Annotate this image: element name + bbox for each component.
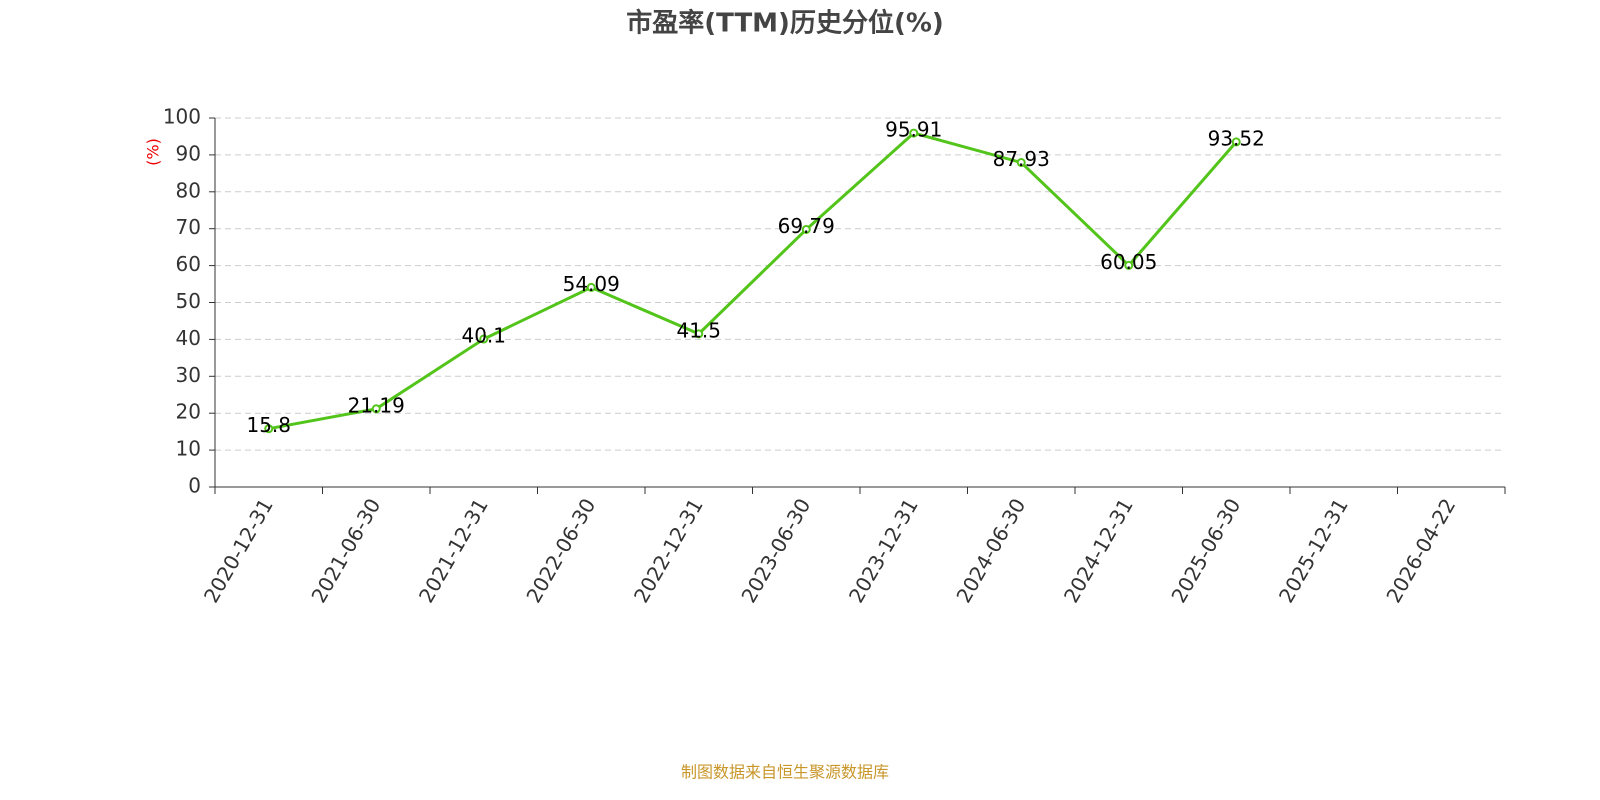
point [479,334,489,344]
x-tick-label: 2020-12-31 [199,494,278,607]
y-tick-label: 50 [176,289,201,313]
x-tick-label: 2024-12-31 [1059,494,1138,607]
footer: 制图数据来自恒生聚源数据库 [681,763,889,782]
value-label: 40.1 [461,324,506,348]
y-tick-label: 90 [176,141,201,165]
y-tick-label: 100 [163,105,201,129]
x-tick-label: 2026-04-22 [1381,494,1460,607]
value-label: 95.91 [885,118,942,142]
y-tick-label: 80 [176,178,201,202]
y-tick-label: 70 [176,215,201,239]
y-tick-label: 30 [176,363,201,387]
line [268,131,1238,431]
point [694,329,704,339]
point [264,424,274,434]
y-tick-label: 0 [188,474,201,498]
point [586,282,596,292]
x-tick-label: 2025-12-31 [1274,494,1353,607]
y-tick-label: 10 [176,437,201,461]
point [1231,137,1241,147]
x-tick-label: 2023-06-30 [736,494,815,607]
x-tick-label: 2024-06-30 [951,494,1030,607]
value-label: 69.79 [778,214,835,238]
x-tick-label: 2023-12-31 [844,494,923,607]
x-tick-label: 2022-06-30 [521,494,600,607]
x-tick-label: 2022-12-31 [629,494,708,607]
x-tick-label: 2021-06-30 [306,494,385,607]
x-tick-label: 2025-06-30 [1166,494,1245,607]
value-label: 15.8 [246,413,291,437]
point [1124,260,1134,270]
value-label: 41.5 [676,318,721,342]
value-label: 60.05 [1100,250,1157,274]
y-tick-label: 20 [176,400,201,424]
chart-title: 市盈率(TTM)历史分位(%) [626,8,944,39]
value-label: 54.09 [563,272,620,296]
x-tick-label: 2021-12-31 [414,494,493,607]
value-label: 87.93 [993,147,1050,171]
value-label: 93.52 [1208,126,1265,150]
point [371,404,381,414]
point [909,128,919,138]
y-tick-label: 40 [176,326,201,350]
y-tick-label: 60 [176,252,201,276]
point [801,224,811,234]
value-label: 21.19 [348,393,405,417]
y-axis-label: (%) [144,138,163,166]
point [1016,158,1026,168]
